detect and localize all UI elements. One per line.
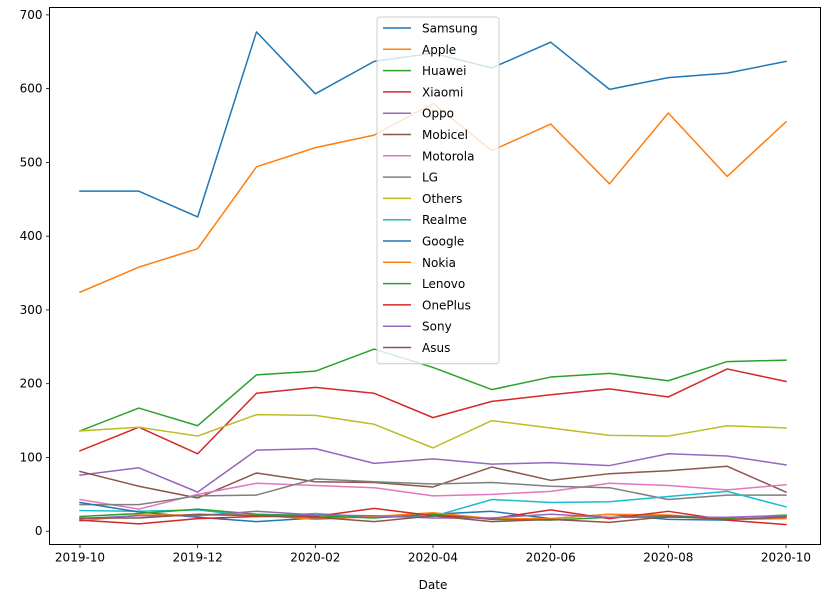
legend-entry: Samsung — [422, 22, 478, 36]
legend-frame — [376, 16, 500, 365]
legend-entry: Google — [422, 235, 464, 249]
legend-entry: Asus — [422, 341, 450, 355]
y-tick-label: 600 — [20, 82, 43, 96]
series-line-asus — [79, 513, 787, 524]
y-tick-label: 500 — [20, 155, 43, 169]
legend-entry: OnePlus — [422, 298, 471, 312]
legend-entry: Huawei — [422, 64, 467, 78]
x-tick-label: 2019-10 — [55, 551, 105, 565]
x-axis: 2019-10 2019-12 2020-02 2020-04 2020-06 2020-… — [55, 544, 811, 565]
series-line-huawei — [79, 348, 787, 432]
legend-entry: Nokia — [422, 256, 456, 270]
series-line-xiaomi — [79, 368, 787, 455]
legend-entry: Others — [422, 192, 462, 206]
y-tick-label: 300 — [20, 303, 43, 317]
legend-entry: Xiaomi — [422, 85, 463, 99]
x-tick-label: 2020-10 — [761, 551, 811, 565]
x-tick-label: 2020-06 — [526, 551, 576, 565]
y-tick-label: 100 — [20, 450, 43, 464]
legend-entry: Oppo — [422, 107, 454, 121]
legend: Samsung Apple Huawei Xiaomi Oppo Mobicel Motor… — [376, 16, 500, 365]
y-tick-label: 700 — [20, 8, 43, 22]
legend-entry: Apple — [422, 43, 456, 57]
legend-entry: Sony — [422, 320, 452, 334]
y-tick-label: 200 — [20, 377, 43, 391]
x-tick-label: 2019-12 — [173, 551, 223, 565]
y-tick-label: 400 — [20, 229, 43, 243]
legend-entry: Mobicel — [422, 128, 468, 142]
series-line-oppo — [79, 447, 787, 493]
series-line-others — [79, 413, 787, 449]
series-line-motorola — [79, 482, 787, 510]
plot-area-frame — [49, 7, 821, 545]
plot-lines — [79, 31, 788, 526]
series-line-lg — [79, 478, 787, 506]
x-tick-label: 2020-02 — [290, 551, 340, 565]
x-axis-label: Date — [419, 578, 448, 592]
y-tick-label: 0 — [35, 524, 43, 538]
x-tick-label: 2020-08 — [643, 551, 693, 565]
legend-entry: Motorola — [422, 149, 474, 163]
legend-entry: Lenovo — [422, 277, 465, 291]
series-line-mobicel — [79, 465, 787, 499]
legend-entry: LG — [422, 171, 438, 185]
y-axis: 0 100 200 300 400 500 600 700 — [20, 8, 50, 538]
x-tick-label: 2020-04 — [408, 551, 458, 565]
legend-entry: Realme — [422, 213, 467, 227]
